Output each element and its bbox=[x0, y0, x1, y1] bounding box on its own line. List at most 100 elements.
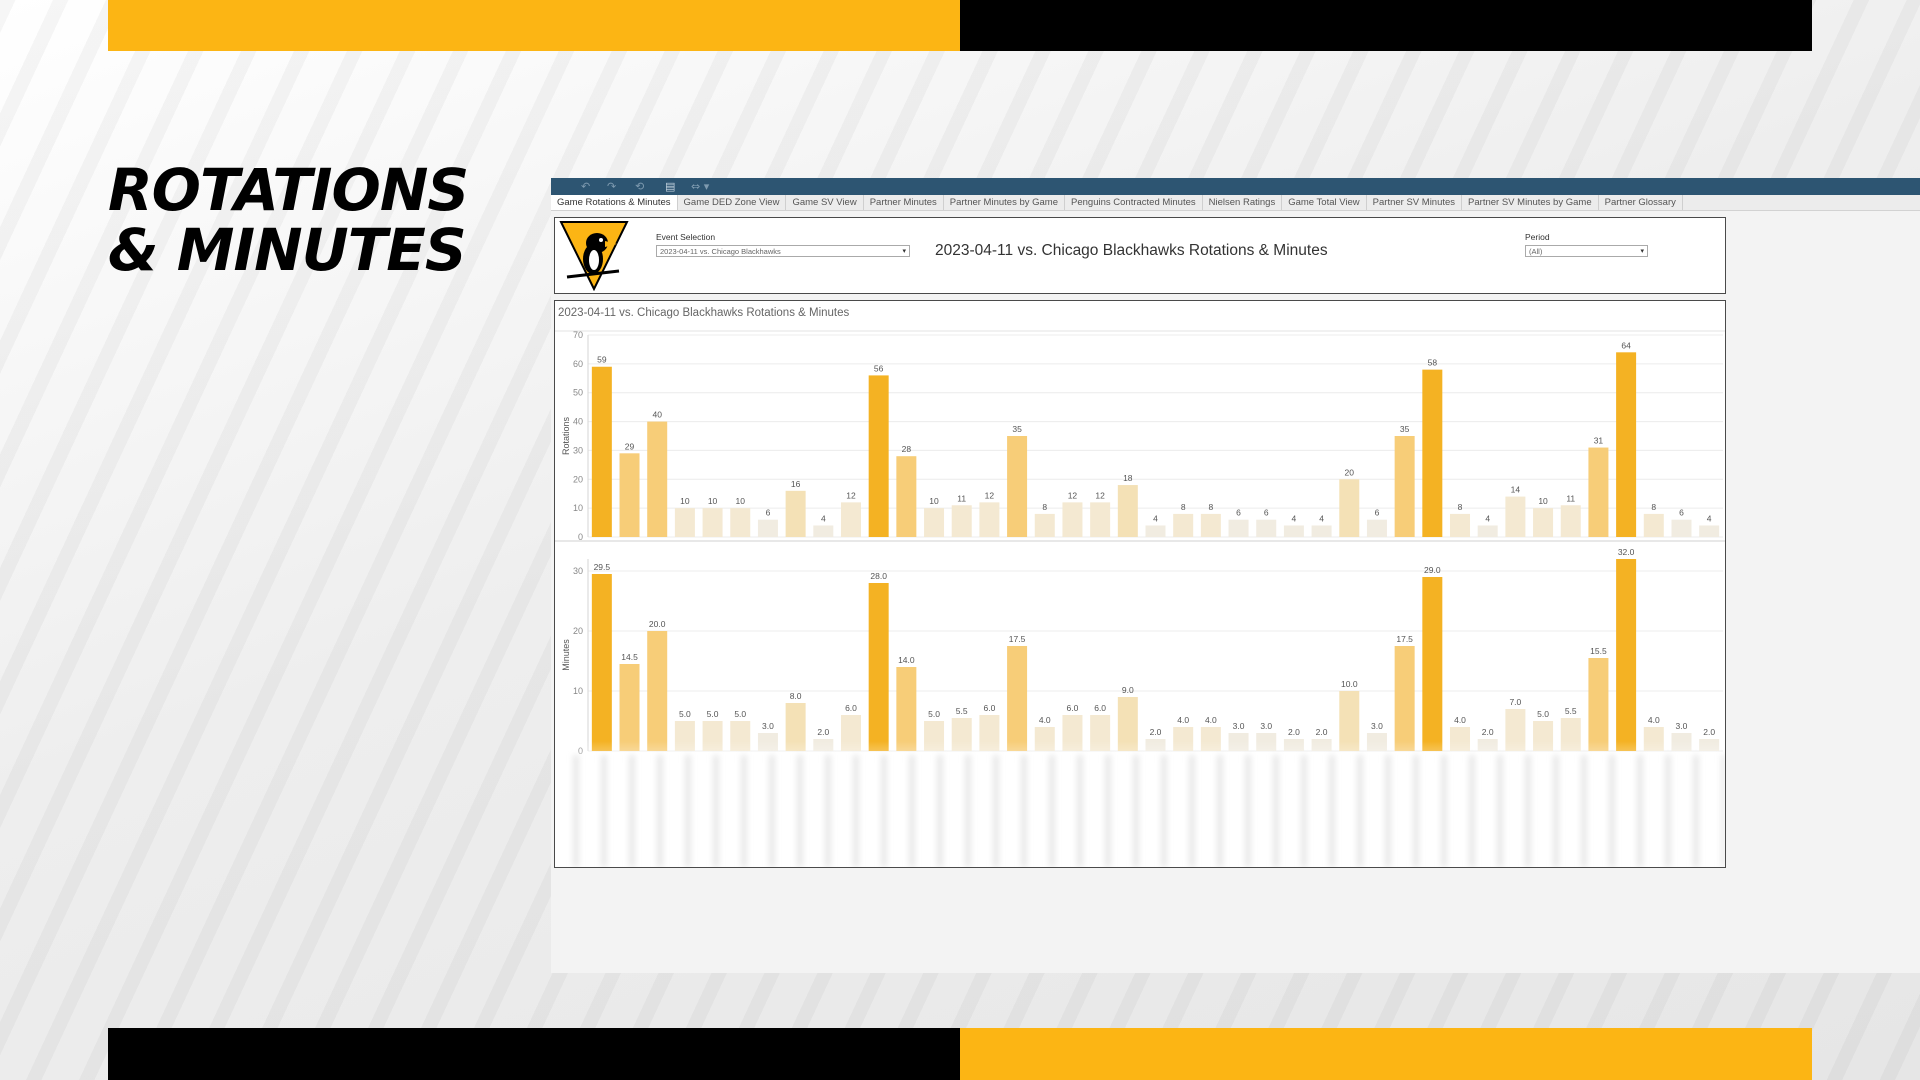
rotations-value-label: 29 bbox=[625, 441, 635, 451]
rotations-bar bbox=[1422, 369, 1443, 537]
top-band-gold bbox=[108, 0, 960, 51]
rotations-bar bbox=[1228, 519, 1249, 537]
rotations-bar bbox=[1117, 485, 1138, 537]
rotations-value-label: 12 bbox=[1068, 490, 1078, 500]
rotations-value-label: 8 bbox=[1181, 502, 1186, 512]
minutes-bar bbox=[619, 664, 640, 751]
rotations-bar bbox=[1560, 505, 1581, 537]
rotations-value-label: 58 bbox=[1428, 358, 1438, 368]
rotations-bar bbox=[1366, 519, 1387, 537]
minutes-value-label: 5.5 bbox=[1565, 706, 1577, 716]
rotations-bar bbox=[951, 505, 972, 537]
chart-title: 2023-04-11 vs. Chicago Blackhawks Rotati… bbox=[558, 307, 850, 319]
slide-title: ROTATIONS & MINUTES bbox=[108, 160, 528, 280]
minutes-bar bbox=[1394, 646, 1415, 751]
tab-partner-sv-minutes[interactable]: Partner SV Minutes bbox=[1367, 195, 1463, 210]
blurred-player-labels bbox=[555, 755, 1725, 867]
rotations-bar bbox=[1090, 502, 1111, 537]
rotations-bar bbox=[979, 502, 1000, 537]
minutes-value-label: 3.0 bbox=[1676, 721, 1688, 731]
minutes-value-label: 3.0 bbox=[1233, 721, 1245, 731]
minutes-value-label: 5.0 bbox=[707, 709, 719, 719]
tab-game-total-view[interactable]: Game Total View bbox=[1282, 195, 1367, 210]
tab-partner-minutes-by-game[interactable]: Partner Minutes by Game bbox=[944, 195, 1066, 210]
minutes-value-label: 4.0 bbox=[1454, 715, 1466, 725]
minutes-value-label: 29.5 bbox=[594, 562, 611, 572]
rotations-bar bbox=[1671, 519, 1692, 537]
minutes-value-label: 4.0 bbox=[1039, 715, 1051, 725]
rotations-value-label: 28 bbox=[902, 444, 912, 454]
minutes-value-label: 2.0 bbox=[1288, 727, 1300, 737]
rotations-tick-label: 60 bbox=[573, 359, 583, 369]
rotations-value-label: 11 bbox=[957, 493, 966, 503]
rotations-value-label: 6 bbox=[1375, 508, 1380, 518]
minutes-value-label: 17.5 bbox=[1009, 634, 1026, 644]
rotations-value-label: 6 bbox=[1236, 508, 1241, 518]
dashboard-title: 2023-04-11 vs. Chicago Blackhawks Rotati… bbox=[935, 242, 1328, 259]
minutes-value-label: 7.0 bbox=[1509, 697, 1521, 707]
rotations-bar bbox=[1505, 496, 1526, 537]
minutes-bar bbox=[785, 703, 806, 751]
rotations-value-label: 56 bbox=[874, 363, 884, 373]
minutes-value-label: 3.0 bbox=[1260, 721, 1272, 731]
rotations-bar bbox=[757, 519, 778, 537]
revert-icon[interactable]: ⟲ bbox=[635, 180, 645, 193]
rotations-value-label: 10 bbox=[708, 496, 718, 506]
rotations-value-label: 35 bbox=[1400, 424, 1410, 434]
minutes-value-label: 2.0 bbox=[1703, 727, 1715, 737]
tab-nielsen-ratings[interactable]: Nielsen Ratings bbox=[1203, 195, 1283, 210]
rotations-value-label: 10 bbox=[736, 496, 746, 506]
rotations-bar bbox=[1588, 447, 1609, 537]
tab-game-sv-view[interactable]: Game SV View bbox=[786, 195, 864, 210]
period-dropdown[interactable]: (All) ▾ bbox=[1525, 245, 1648, 257]
minutes-axis-label: Minutes bbox=[561, 639, 571, 671]
rotations-value-label: 40 bbox=[652, 410, 662, 420]
tab-game-ded-zone-view[interactable]: Game DED Zone View bbox=[678, 195, 787, 210]
minutes-tick-label: 20 bbox=[573, 626, 583, 636]
event-selection-dropdown[interactable]: 2023-04-11 vs. Chicago Blackhawks ▾ bbox=[656, 245, 910, 257]
minutes-value-label: 15.5 bbox=[1590, 646, 1607, 656]
minutes-value-label: 9.0 bbox=[1122, 685, 1134, 695]
minutes-value-label: 4.0 bbox=[1648, 715, 1660, 725]
minutes-bar bbox=[1588, 658, 1609, 751]
minutes-value-label: 2.0 bbox=[1316, 727, 1328, 737]
rotations-bar bbox=[1643, 513, 1664, 537]
pause-icon[interactable]: ▤ bbox=[665, 180, 676, 193]
rotations-bar bbox=[1145, 525, 1166, 537]
minutes-value-label: 14.5 bbox=[621, 652, 638, 662]
tableau-dashboard: ↶ ↷ ⟲ ▤ ⇔ ▾ Game Rotations & Minutes Game… bbox=[551, 178, 1920, 973]
minutes-bar bbox=[647, 631, 668, 751]
rotations-value-label: 8 bbox=[1042, 502, 1047, 512]
chart-panel: 2023-04-11 vs. Chicago Blackhawks Rotati… bbox=[554, 300, 1726, 868]
rotations-bar bbox=[702, 508, 723, 537]
rotations-bar bbox=[1034, 513, 1055, 537]
rotations-bar bbox=[896, 456, 917, 537]
rotations-value-label: 6 bbox=[766, 508, 771, 518]
minutes-value-label: 5.0 bbox=[679, 709, 691, 719]
rotations-value-label: 4 bbox=[1319, 513, 1324, 523]
rotations-value-label: 35 bbox=[1012, 424, 1022, 434]
rotations-value-label: 6 bbox=[1679, 508, 1684, 518]
header-panel: Event Selection 2023-04-11 vs. Chicago B… bbox=[554, 217, 1726, 294]
minutes-value-label: 10.0 bbox=[1341, 679, 1358, 689]
undo-icon[interactable]: ↶ bbox=[581, 180, 591, 193]
rotations-bar bbox=[1450, 513, 1471, 537]
blurred-area bbox=[555, 741, 1725, 867]
tab-game-rotations-minutes[interactable]: Game Rotations & Minutes bbox=[551, 195, 678, 210]
tab-partner-glossary[interactable]: Partner Glossary bbox=[1599, 195, 1683, 210]
tab-partner-sv-minutes-by-game[interactable]: Partner SV Minutes by Game bbox=[1462, 195, 1599, 210]
minutes-bar bbox=[1616, 559, 1637, 751]
rotations-value-label: 4 bbox=[821, 513, 826, 523]
rotations-bar bbox=[1062, 502, 1083, 537]
chevron-down-icon: ▾ bbox=[1640, 248, 1644, 255]
redo-icon[interactable]: ↷ bbox=[607, 180, 617, 193]
rotations-bar bbox=[1173, 513, 1194, 537]
tab-partner-minutes[interactable]: Partner Minutes bbox=[864, 195, 944, 210]
tab-penguins-contracted-minutes[interactable]: Penguins Contracted Minutes bbox=[1065, 195, 1203, 210]
rotations-value-label: 10 bbox=[1538, 496, 1548, 506]
minutes-value-label: 2.0 bbox=[1150, 727, 1162, 737]
rotations-tick-label: 30 bbox=[573, 445, 583, 455]
event-selection-value: 2023-04-11 vs. Chicago Blackhawks bbox=[660, 247, 781, 256]
share-icon[interactable]: ⇔ ▾ bbox=[691, 180, 710, 193]
minutes-value-label: 2.0 bbox=[1482, 727, 1494, 737]
